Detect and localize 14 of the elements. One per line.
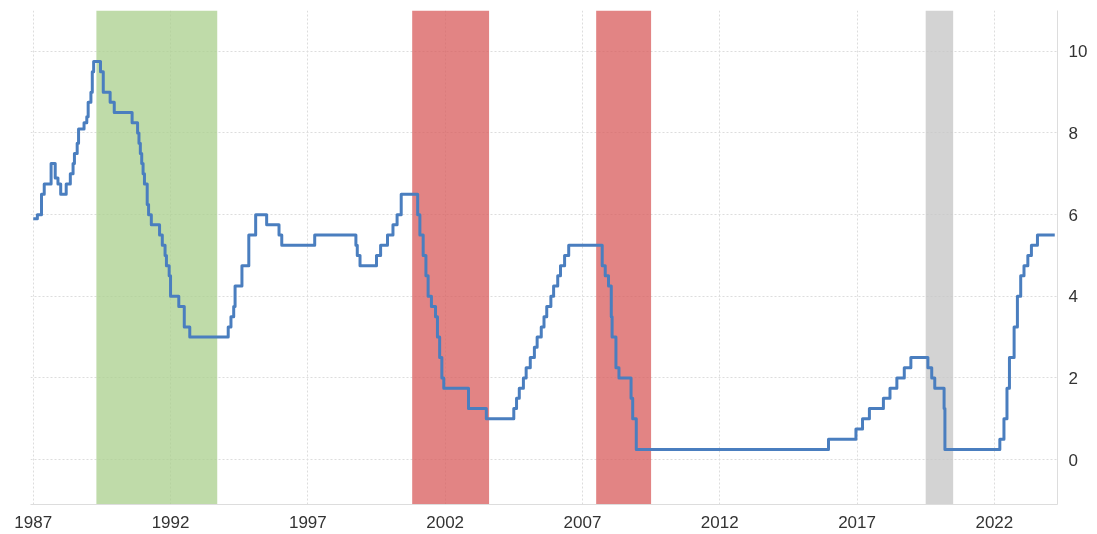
y-tick-label: 6: [1068, 205, 1078, 225]
x-tick-label: 2017: [838, 512, 876, 532]
y-tick-label: 2: [1068, 368, 1078, 388]
y-tick-label: 0: [1068, 450, 1078, 470]
y-tick-label: 4: [1068, 287, 1078, 307]
x-tick-label: 2007: [563, 512, 602, 532]
x-tick-label: 1992: [151, 512, 190, 532]
x-tick-label: 1997: [288, 512, 327, 532]
x-tick-label: 2002: [426, 512, 465, 532]
y-tick-label: 10: [1068, 42, 1088, 62]
x-tick-label: 2022: [975, 512, 1014, 532]
x-tick-label: 2012: [700, 512, 739, 532]
x-tick-label: 1987: [14, 512, 53, 532]
y-tick-label: 8: [1068, 123, 1078, 143]
